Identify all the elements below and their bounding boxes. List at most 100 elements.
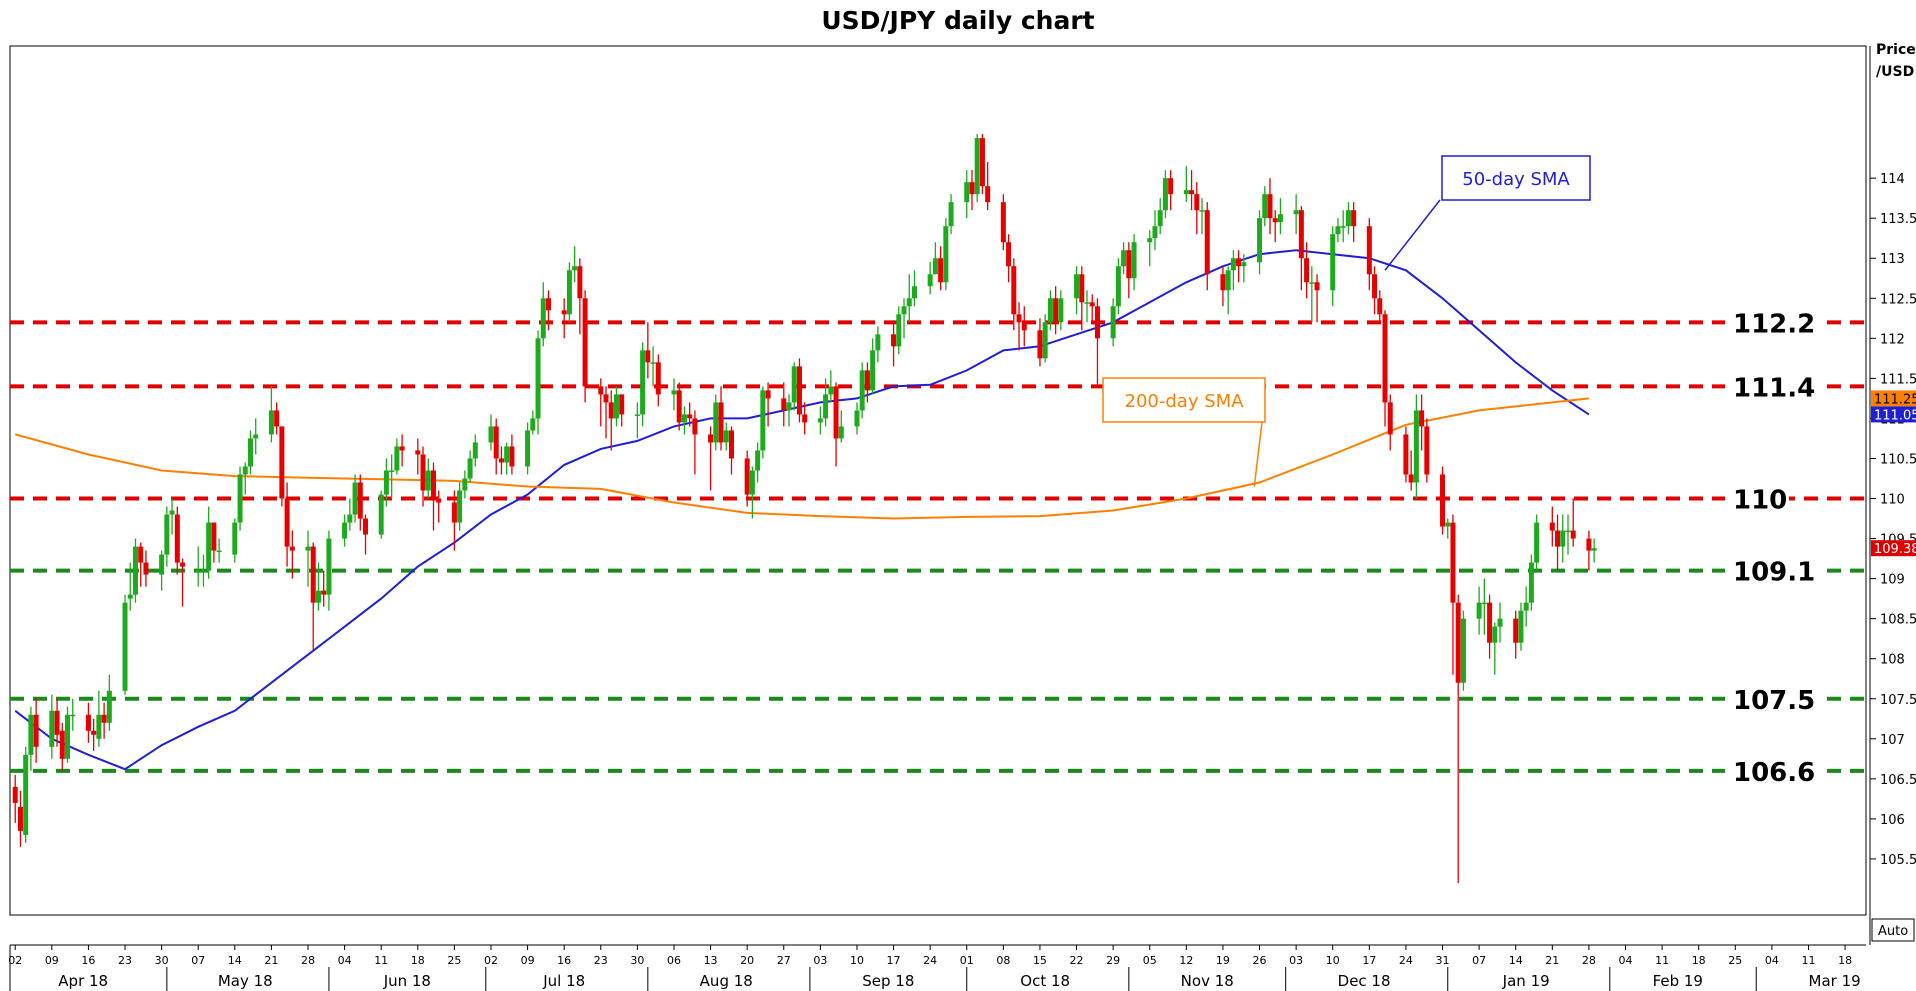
price-tick-label: 111.5 [1880, 372, 1916, 387]
candle-body [979, 138, 985, 187]
date-axis[interactable]: 02 09 16 23 30 07 14 21 28 04 11 18 25 02 09 16 23 30 06 13… [8, 945, 1861, 991]
candle-body [891, 334, 897, 347]
price-axis[interactable]: Price/USD 105.5 106 106.5 107 107.5 108 108.5 10… [1870, 42, 1916, 942]
candle-body [676, 390, 682, 423]
candle-body [106, 690, 112, 723]
candle-body [728, 430, 734, 459]
candle-body [535, 338, 541, 419]
price-tag [1871, 540, 1916, 557]
candle-body [823, 394, 829, 419]
candle-body [138, 546, 144, 563]
candle-body [655, 362, 661, 395]
date-tick-label: 07 [1472, 954, 1486, 967]
candle-body [671, 390, 677, 395]
date-tick-label: 14 [228, 954, 242, 967]
candle-body [1152, 226, 1158, 239]
date-tick-label: 23 [118, 954, 132, 967]
candle-body [608, 402, 614, 419]
candle-body [1131, 242, 1137, 279]
date-tick-label: 27 [777, 954, 791, 967]
date-tick-label: 25 [1728, 954, 1742, 967]
candle-body [310, 546, 316, 603]
date-tick-label: 29 [1106, 954, 1120, 967]
candle-body [415, 450, 421, 455]
date-tick-label: 30 [155, 954, 169, 967]
candle-body [1460, 618, 1466, 683]
candle-body [399, 446, 405, 451]
candle-body [85, 714, 91, 731]
candle-body [1058, 298, 1064, 323]
candle-body [1413, 410, 1419, 483]
candle-body [383, 470, 389, 495]
candle-body [1267, 194, 1273, 219]
date-tick-label: 10 [850, 954, 864, 967]
candle-body [1241, 262, 1247, 267]
candle-body [1089, 302, 1095, 307]
candle-body [200, 570, 206, 573]
price-tick-label: 110 [1880, 493, 1905, 508]
date-tick-label: 13 [704, 954, 718, 967]
candle-body [1476, 602, 1482, 619]
candle-body [1586, 538, 1592, 551]
candle-body [838, 426, 844, 439]
candle-body [723, 430, 729, 443]
candle-body [613, 394, 619, 419]
candle-body [472, 442, 478, 459]
date-tick-label: 12 [1179, 954, 1193, 967]
date-tick-label: 22 [1070, 954, 1084, 967]
price-tick-label: 112 [1880, 332, 1905, 347]
price-tag [1871, 390, 1916, 407]
price-tag-label: 111.05 [1874, 408, 1916, 423]
candle-body [1351, 210, 1357, 227]
candle-body [12, 786, 18, 803]
candle-body [1189, 190, 1195, 195]
candle-body [1047, 298, 1053, 323]
price-tick-label: 109 [1880, 573, 1905, 588]
candle-body [802, 414, 808, 423]
date-tick-label: 18 [1838, 954, 1852, 967]
date-tick-label: 02 [8, 954, 22, 967]
candle-body [1126, 250, 1132, 279]
candle-body [28, 714, 34, 755]
date-tick-label: 31 [1436, 954, 1450, 967]
candle-body [389, 470, 395, 472]
candle-body [948, 202, 954, 227]
date-tick-label: 03 [813, 954, 827, 967]
candle-body [650, 362, 656, 364]
candle-body [274, 410, 280, 427]
date-tick-label: 17 [887, 954, 901, 967]
date-tick-label: 24 [923, 954, 937, 967]
candle-body [1481, 602, 1487, 605]
candle-body [1199, 210, 1205, 212]
candle-body [786, 402, 792, 411]
candle-body [237, 474, 243, 523]
candle-body [242, 466, 248, 475]
month-label: Sep 18 [862, 972, 914, 990]
candle-body [467, 458, 473, 479]
candle-body [870, 350, 876, 391]
price-tick-label: 114 [1880, 172, 1905, 187]
date-tick-label: 15 [1033, 954, 1047, 967]
support-resistance-levels: 112.2 111.4 110 109.1 107.5 106.6 [10, 306, 1866, 788]
candle-body [1236, 258, 1242, 267]
annotation-label: 50-day SMA [1462, 169, 1570, 190]
candle-body [645, 350, 651, 363]
candle-body [1110, 306, 1116, 339]
candle-body [530, 418, 536, 431]
candle-body [1293, 210, 1299, 215]
candle-body [284, 498, 290, 547]
candle-body [70, 714, 76, 717]
candle-body [1419, 410, 1425, 427]
candle-body [357, 482, 363, 519]
candle-body [65, 714, 71, 759]
candle-body [1262, 194, 1268, 219]
price-tick-label: 113 [1880, 252, 1905, 267]
candle-body [765, 390, 771, 399]
candle-body [127, 594, 133, 599]
candle-body [425, 470, 431, 491]
candle-body [1277, 214, 1283, 223]
candle-body [232, 522, 238, 555]
candle-body [1565, 530, 1571, 533]
candle-body [540, 298, 546, 339]
